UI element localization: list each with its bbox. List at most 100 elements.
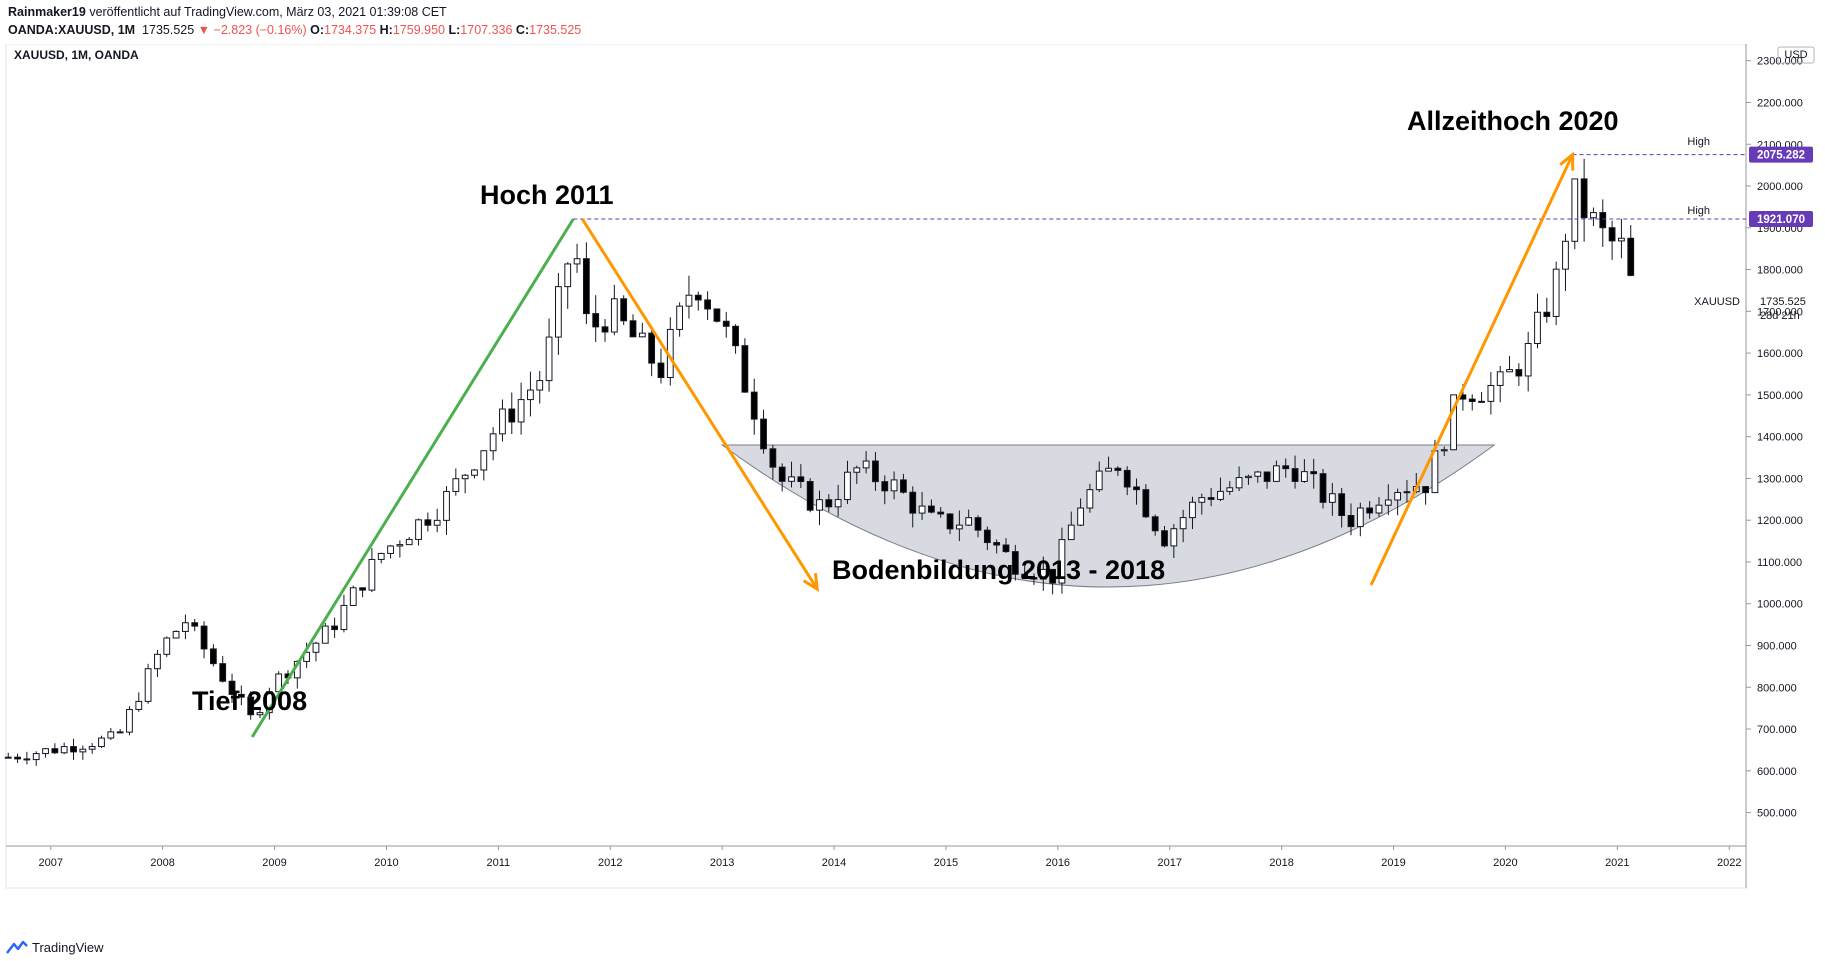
candle-body <box>778 466 786 482</box>
high-tag-1: High <box>1687 136 1710 148</box>
candle-body <box>387 545 394 554</box>
high-value-2: 1921.070 <box>1757 214 1805 226</box>
candle-body <box>489 433 497 452</box>
candle-body <box>1077 507 1084 526</box>
candle-body <box>359 587 366 591</box>
symbol-label[interactable]: OANDA:XAUUSD, 1M <box>8 23 136 37</box>
candle-body <box>993 542 1001 546</box>
candle-body <box>1599 212 1607 229</box>
candle-body <box>135 700 143 710</box>
y-tick-label: 1000.000 <box>1757 599 1803 611</box>
candle-body <box>200 625 208 650</box>
candle-body <box>1039 568 1047 580</box>
candle-body <box>228 680 236 695</box>
candle-body <box>517 399 525 423</box>
y-tick-label: 600.000 <box>1757 766 1797 778</box>
candle-body <box>1282 465 1290 470</box>
candle-body <box>1450 394 1457 451</box>
candle-body <box>1030 577 1038 580</box>
candle-body <box>1114 467 1122 471</box>
candle-body <box>1478 400 1485 403</box>
y-tick-label: 500.000 <box>1757 808 1797 820</box>
candle-body <box>107 731 115 739</box>
candle-body <box>806 481 814 511</box>
x-tick-label: 2018 <box>1269 857 1293 869</box>
candle-body <box>788 476 795 482</box>
candle-body <box>900 479 907 493</box>
close-label: C: <box>515 23 530 37</box>
low-label: L: <box>448 23 461 37</box>
candle-body <box>219 663 227 682</box>
annotation-bodenbildung: Bodenbildung 2013 - 2018 <box>832 555 1165 585</box>
candle-body <box>1123 469 1131 488</box>
annotation-tief-2008: Tief 2008 <box>192 686 307 716</box>
candle-body <box>452 478 460 492</box>
ohlc-line: OANDA:XAUUSD, 1M 1735.525 ▼ −2.823 (−0.1… <box>8 21 581 40</box>
candle-body <box>312 642 320 653</box>
candle-body <box>1524 343 1532 377</box>
last-price: 1735.525 <box>142 23 195 37</box>
x-tick-label: 2019 <box>1381 857 1405 869</box>
candle-body <box>760 418 767 450</box>
candle-body <box>98 737 105 748</box>
candle-body <box>209 648 217 665</box>
publish-line: Rainmaker19 veröffentlicht auf TradingVi… <box>8 3 447 22</box>
candle-body <box>536 380 544 391</box>
candle-body <box>1217 490 1224 500</box>
candle-body <box>974 517 982 531</box>
candle-body <box>1608 227 1616 242</box>
candle-body <box>4 756 12 759</box>
candle-body <box>1170 528 1178 547</box>
y-tick-label: 700.000 <box>1757 724 1797 736</box>
candle-body <box>247 696 255 716</box>
chart-header: Rainmaker19 veröffentlicht auf TradingVi… <box>0 0 1825 44</box>
candle-body <box>1319 473 1327 503</box>
price-chart[interactable]: XAUUSD, 1M, OANDA 500.000 600.000 700.000 8… <box>0 44 1825 934</box>
candle-body <box>592 313 600 328</box>
candle-body <box>443 490 450 521</box>
x-tick-label: 2016 <box>1046 857 1070 869</box>
candle-body <box>88 746 96 750</box>
annotation-hoch-2011: Hoch 2011 <box>480 180 614 210</box>
down-arrow-icon: ▼ <box>197 23 211 37</box>
open-value: 1734.375 <box>324 23 377 37</box>
high-tag-2: High <box>1687 205 1710 217</box>
candle-body <box>685 294 693 307</box>
downtrend-arrow-head <box>802 573 820 593</box>
candle-body <box>1254 471 1262 477</box>
candle-body <box>965 517 973 526</box>
author-name[interactable]: Rainmaker19 <box>8 5 86 19</box>
candles <box>4 158 1635 766</box>
candle-body <box>237 693 245 698</box>
candle-body <box>172 630 180 639</box>
candle-body <box>321 625 329 644</box>
close-value: 1735.525 <box>529 23 582 37</box>
y-tick-label: 1100.000 <box>1757 557 1802 569</box>
last-price-label: 1735.525 <box>1760 296 1806 308</box>
tradingview-logo-icon[interactable] <box>6 940 28 954</box>
candle-body <box>1590 212 1597 219</box>
candle-body <box>937 511 945 515</box>
downtrend-arrow <box>581 218 819 590</box>
candle-body <box>144 668 152 702</box>
candle-body <box>163 637 171 655</box>
candle-body <box>331 625 338 631</box>
candle-body <box>1142 489 1150 518</box>
x-tick-label: 2020 <box>1493 857 1517 869</box>
footer-brand[interactable]: TradingView <box>32 939 104 955</box>
candle-body <box>750 391 758 420</box>
currency-box[interactable] <box>1777 46 1815 64</box>
candle-body <box>713 308 721 322</box>
candle-body <box>555 286 562 338</box>
candle-body <box>853 467 861 473</box>
candle-body <box>732 325 739 347</box>
x-tick-label: 2010 <box>374 857 398 869</box>
candle-body <box>918 505 926 514</box>
candle-body <box>1021 573 1029 579</box>
candle-body <box>182 622 189 632</box>
candle-body <box>1468 398 1476 402</box>
candle-body <box>471 469 478 476</box>
currency-label[interactable]: USD <box>1784 49 1807 61</box>
candle-body <box>881 481 889 492</box>
x-tick-label: 2008 <box>150 857 174 869</box>
